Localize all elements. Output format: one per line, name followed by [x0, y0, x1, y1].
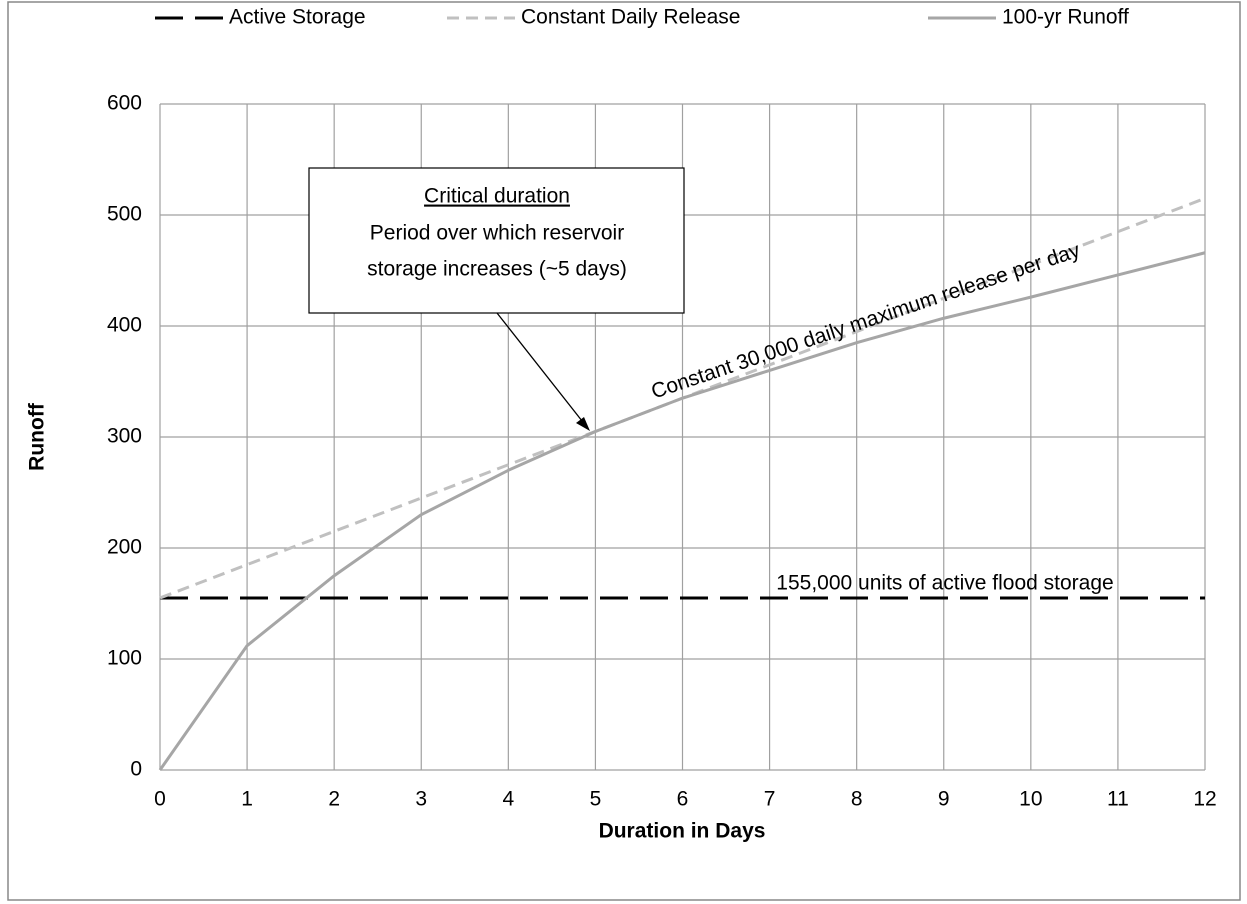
x-tick-label: 2	[328, 788, 340, 811]
x-tick-label: 3	[415, 788, 427, 811]
arrow-head	[576, 417, 590, 431]
y-tick-label: 200	[107, 536, 142, 559]
x-tick-label: 5	[590, 788, 602, 811]
line-annotation: 155,000 units of active flood storage	[776, 572, 1113, 595]
x-tick-label: 11	[1107, 788, 1129, 811]
y-tick-label: 500	[107, 203, 142, 226]
legend-label: 100-yr Runoff	[1002, 6, 1129, 29]
x-tick-label: 6	[677, 788, 689, 811]
annotation-text: storage increases (~5 days)	[367, 258, 627, 281]
y-tick-label: 600	[107, 92, 142, 115]
legend-label: Constant Daily Release	[521, 6, 740, 29]
y-tick-label: 100	[107, 647, 142, 670]
x-tick-label: 1	[241, 788, 253, 811]
x-axis-title: Duration in Days	[599, 820, 766, 843]
x-tick-label: 8	[851, 788, 863, 811]
annotation-heading: Critical duration	[424, 185, 570, 208]
x-tick-label: 10	[1019, 788, 1042, 811]
annotation-box	[308, 167, 685, 314]
series-line	[158, 251, 1206, 771]
y-axis-title: Runoff	[26, 402, 49, 471]
x-tick-label: 7	[764, 788, 776, 811]
y-tick-label: 300	[107, 425, 142, 448]
x-tick-label: 0	[154, 788, 166, 811]
y-tick-label: 400	[107, 314, 142, 337]
x-tick-label: 12	[1193, 788, 1216, 811]
chart-border	[7, 1, 1241, 901]
line-annotation: Constant 30,000 daily maximum release pe…	[648, 239, 1083, 404]
annotation-text: Period over which reservoir	[370, 222, 624, 245]
annotation-arrow	[496, 312, 587, 427]
x-tick-label: 4	[502, 788, 514, 811]
y-tick-label: 0	[130, 758, 142, 781]
x-tick-label: 9	[938, 788, 950, 811]
legend-label: Active Storage	[229, 6, 366, 29]
